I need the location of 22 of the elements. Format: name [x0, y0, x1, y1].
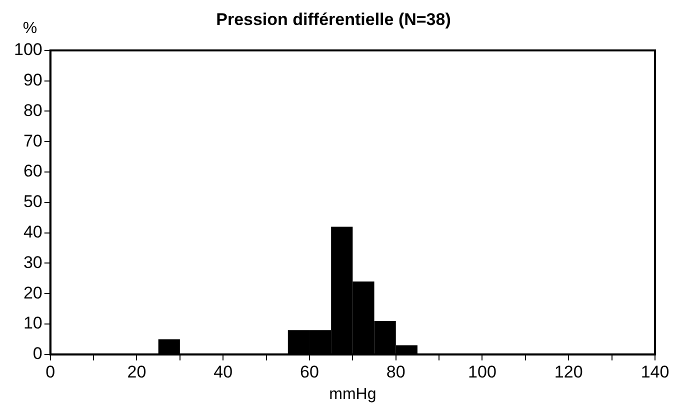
y-tick-label: 30	[23, 252, 42, 272]
x-tick-label: 120	[554, 362, 583, 382]
x-tick-label: 100	[468, 362, 496, 382]
y-tick-label: 60	[23, 162, 42, 181]
x-tick-label: 20	[127, 362, 146, 382]
x-tick-label: 140	[640, 362, 670, 382]
x-tick-label: 40	[214, 362, 233, 382]
x-tick-label: 0	[46, 362, 56, 382]
x-tick-label: 80	[386, 362, 406, 382]
y-tick-label: 40	[23, 222, 42, 242]
y-tick-label: 100	[14, 40, 42, 60]
chart-title: Pression différentielle (N=38)	[216, 10, 451, 29]
x-axis-title: mmHg	[329, 386, 376, 403]
y-tick-label: 50	[23, 192, 42, 212]
y-tick-label: 80	[23, 100, 42, 120]
y-tick-label: 70	[23, 131, 42, 150]
y-tick-label: 0	[32, 344, 42, 364]
y-tick-label: 90	[23, 70, 42, 90]
y-axis-title: %	[22, 20, 38, 37]
y-tick-label: 10	[23, 314, 42, 333]
y-tick-label: 20	[23, 283, 42, 302]
x-tick-label: 60	[300, 362, 319, 382]
